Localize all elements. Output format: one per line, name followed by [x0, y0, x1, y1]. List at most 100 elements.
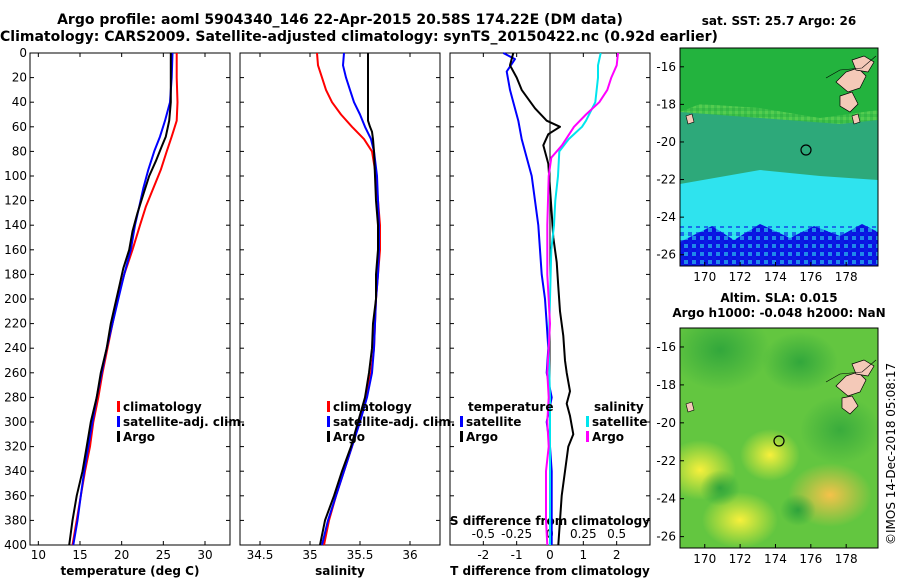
- x-tick-label: 15: [72, 548, 87, 562]
- lat-tick-label: -20: [656, 135, 676, 149]
- lat-tick-label: -18: [656, 378, 676, 392]
- sst-map-axes: -16 -18 -20 -22 -24 -26 170 172 174 176 178: [656, 60, 857, 284]
- legend-label: Argo: [592, 430, 625, 444]
- x-axis-label: T difference from climatology: [450, 564, 650, 578]
- x-tick-label: 34.5: [247, 548, 274, 562]
- legend-swatch-blue: [327, 416, 330, 427]
- diff-salinity-legend: salinity satellite Argo: [586, 400, 647, 445]
- y-tick-label: 160: [4, 243, 27, 257]
- s-tick-label: 0.25: [570, 527, 597, 541]
- lon-tick-label: 170: [693, 552, 716, 566]
- x-tick-label: 10: [31, 548, 46, 562]
- legend-label: Argo: [123, 430, 156, 444]
- y-tick-label: 100: [4, 169, 27, 183]
- lat-tick-label: -20: [656, 416, 676, 430]
- lon-tick-label: 174: [764, 270, 787, 284]
- legend-label: Argo: [466, 430, 499, 444]
- series-line-s-satellite: [547, 52, 602, 545]
- series-line-argo: [319, 53, 379, 546]
- legend-t-argo: Argo: [460, 430, 553, 445]
- y-tick-label: 240: [4, 341, 27, 355]
- lon-tick-label: 176: [799, 270, 822, 284]
- legend-t-satellite: satellite: [460, 415, 553, 430]
- difference-panel: -2 -1 0 1 2 T difference from climatology -0.5…: [449, 52, 651, 578]
- legend-swatch-red: [117, 401, 120, 412]
- sla-argo-marker: [773, 435, 785, 447]
- legend-s-argo: Argo: [586, 430, 647, 445]
- plot-frame: [29, 52, 231, 546]
- legend-swatch-blue: [117, 416, 120, 427]
- lat-tick-label: -22: [656, 454, 676, 468]
- y-tick-label: 200: [4, 292, 27, 306]
- y-tick-label: 180: [4, 267, 27, 281]
- y-tick-label: 260: [4, 366, 27, 380]
- legend-heading-temperature: temperature: [468, 400, 554, 414]
- title-line-2: Climatology: CARS2009. Satellite-adjuste…: [0, 29, 718, 45]
- y-tick-label: 320: [4, 440, 27, 454]
- legend-satellite: satellite-adj. clim.: [327, 415, 455, 430]
- legend-label: satellite: [466, 415, 522, 429]
- legend-climatology: climatology: [327, 400, 455, 415]
- y-tick-label: 60: [12, 120, 27, 134]
- imos-stamp: ©IMOS 14-Dec-2018 05:08:17: [884, 362, 898, 545]
- legend-swatch-blue: [460, 416, 463, 427]
- sst-caption: sat. SST: 25.7 Argo: 26: [701, 14, 857, 28]
- series-line-t-argo: [509, 52, 575, 546]
- legend-swatch-black: [460, 431, 463, 442]
- diff-temperature-legend: temperature satellite Argo: [460, 400, 553, 445]
- y-tick-label: 360: [4, 489, 27, 503]
- sla-caption-1: Altim. SLA: 0.015: [720, 291, 838, 305]
- temperature-legend: climatology satellite-adj. clim. Argo: [117, 400, 245, 445]
- x-tick-label: 1: [580, 548, 588, 562]
- sla-caption-2: Argo h1000: -0.048 h2000: NaN: [672, 306, 886, 320]
- legend-label: satellite: [592, 415, 648, 429]
- lon-tick-label: 170: [693, 270, 716, 284]
- legend-heading-salinity: salinity: [594, 400, 644, 414]
- legend-climatology: climatology: [117, 400, 245, 415]
- sla-map-frame: [679, 327, 879, 549]
- lat-tick-label: -16: [656, 340, 676, 354]
- legend-s-satellite: satellite: [586, 415, 647, 430]
- s-tick-label: -0.25: [501, 527, 532, 541]
- sst-map-frame: [679, 47, 879, 267]
- lat-tick-label: -24: [656, 210, 676, 224]
- s-tick-label: -0.5: [472, 527, 495, 541]
- y-tick-label: 380: [4, 513, 27, 527]
- series-line-s-argo: [545, 52, 619, 546]
- y-tick-label: 280: [4, 390, 27, 404]
- x-tick-label: 0: [546, 548, 554, 562]
- legend-swatch-cyan: [586, 416, 589, 427]
- lon-tick-label: 172: [729, 552, 752, 566]
- legend-label: satellite-adj. clim.: [333, 415, 456, 429]
- s-tick-label: 0.5: [607, 527, 626, 541]
- legend-satellite: satellite-adj. clim.: [117, 415, 245, 430]
- y-tick-label: 400: [4, 538, 27, 552]
- salinity-legend: climatology satellite-adj. clim. Argo: [327, 400, 455, 445]
- x-tick-label: 2: [613, 548, 621, 562]
- x-tick-label: 35: [302, 548, 317, 562]
- legend-label: climatology: [123, 400, 202, 414]
- y-tick-label: 220: [4, 317, 27, 331]
- sla-map: [680, 328, 878, 548]
- y-tick-label: 80: [12, 144, 27, 158]
- sst-map: [680, 48, 878, 266]
- sla-map-axes: -16 -18 -20 -22 -24 -26 170 172 174 176 178: [656, 340, 857, 566]
- plot-frame: [239, 52, 441, 546]
- lon-tick-label: 172: [729, 270, 752, 284]
- lon-tick-label: 178: [835, 270, 858, 284]
- y-tick-label: 120: [4, 194, 27, 208]
- lat-tick-label: -22: [656, 173, 676, 187]
- legend-swatch-red: [327, 401, 330, 412]
- lat-tick-label: -16: [656, 60, 676, 74]
- series-line-argo: [68, 53, 172, 546]
- temperature-panel: 0 20 40 60 80 100 120 140 160 180 200 220 240 260 280 3…: [4, 46, 231, 578]
- x-tick-label: -1: [511, 548, 523, 562]
- title-line-1: Argo profile: aoml 5904340_146 22-Apr-20…: [57, 12, 623, 28]
- x-tick-label: 25: [156, 548, 171, 562]
- legend-label: satellite-adj. clim.: [123, 415, 246, 429]
- x-tick-label: 30: [197, 548, 212, 562]
- legend-label: climatology: [333, 400, 412, 414]
- legend-swatch-black: [327, 431, 330, 442]
- x-tick-label: 35.5: [347, 548, 374, 562]
